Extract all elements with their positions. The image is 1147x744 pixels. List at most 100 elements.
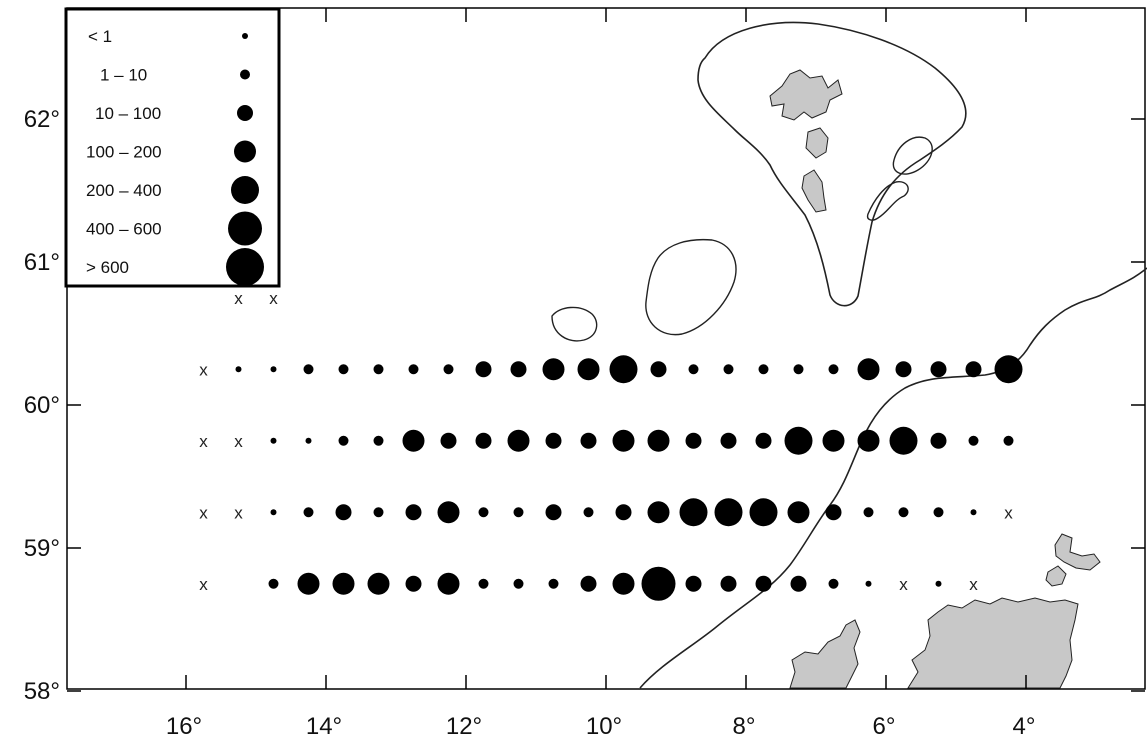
station-marker [865,580,872,587]
x-tick-label: 16° [166,713,202,740]
station-marker [857,358,880,381]
station-marker [437,572,460,595]
station-marker [790,575,807,592]
station-marker [510,361,527,378]
bank-contour-2 [551,306,598,342]
station-marker [793,364,804,375]
station-marker [723,364,734,375]
faroe-island-small-1 [805,127,829,159]
station-marker [440,432,457,449]
station-marker [863,507,874,518]
station-zero-mark: x [969,575,978,594]
station-marker [755,432,772,449]
station-marker [235,366,242,373]
station-zero-mark: x [234,432,243,451]
faroe-island-main [769,69,843,121]
station-marker [580,432,597,449]
station-marker [970,509,977,516]
y-tick-label: 60° [24,392,60,419]
station-marker [898,507,909,518]
legend-symbol [228,211,262,246]
y-tick-label: 61° [24,249,60,276]
legend-symbol [234,140,256,163]
faroe-shelf-contour [697,21,967,307]
station-marker [612,429,635,452]
station-marker [612,572,635,595]
station-zero-mark: x [199,360,208,379]
station-marker [857,429,880,452]
station-marker [688,364,699,375]
station-marker [679,498,708,527]
legend-label: 200 – 400 [86,181,162,200]
station-zero-mark: x [234,503,243,522]
station-marker [758,364,769,375]
station-marker [545,504,562,521]
station-marker [994,355,1023,384]
x-tick-label: 4° [1013,713,1036,740]
station-marker [580,575,597,592]
legend-label: 100 – 200 [86,143,162,162]
continental-slope-contour [639,267,1147,689]
station-marker [650,361,667,378]
legend-label: < 1 [88,27,112,46]
station-marker [478,578,489,589]
station-marker [367,572,390,595]
station-marker [784,426,813,455]
station-zero-mark: x [199,432,208,451]
station-zero-mark: x [199,575,208,594]
station-marker [714,498,743,527]
station-marker [828,364,839,375]
shelf-contour-inner-1 [892,136,933,175]
station-marker [749,498,778,527]
y-tick-label: 62° [24,106,60,133]
station-markers: x x x x x x x x x x x [199,289,1023,601]
station-marker [478,507,489,518]
station-marker [338,364,349,375]
station-marker [373,364,384,375]
legend-symbol [237,105,253,121]
station-marker [685,432,702,449]
x-tick-label: 8° [733,713,756,740]
x-tick-label: 10° [586,713,622,740]
station-marker [641,566,676,601]
axis-ticks: 16° 14° 12° 10° 8° 6° 4° 62° 61° 60° 59° 58° [24,8,1145,740]
station-marker [755,575,772,592]
station-marker [542,358,565,381]
station-marker [507,429,530,452]
y-tick-label: 58° [24,678,60,705]
station-marker [935,580,942,587]
station-marker [825,504,842,521]
station-marker [475,361,492,378]
station-marker [402,429,425,452]
legend-symbol [240,69,250,80]
legend-label: 400 – 600 [86,220,162,239]
station-marker [513,507,524,518]
station-zero-mark: x [269,289,278,308]
station-marker [405,575,422,592]
station-marker [933,507,944,518]
station-marker [268,578,279,589]
station-marker [822,429,845,452]
x-tick-label: 12° [446,713,482,740]
station-marker [647,501,670,524]
station-marker [303,507,314,518]
legend-symbol [226,248,264,286]
station-zero-mark: x [199,503,208,522]
station-marker [338,435,349,446]
station-marker [443,364,454,375]
station-marker [968,435,979,446]
station-marker [270,509,277,516]
legend-symbol [231,176,259,204]
station-zero-mark: x [1004,503,1013,522]
station-marker [270,366,277,373]
station-marker [545,432,562,449]
station-marker [720,432,737,449]
station-marker [332,572,355,595]
land-orkney-1 [1054,533,1101,571]
station-marker [577,358,600,381]
station-marker [1003,435,1014,446]
station-marker [965,361,982,378]
x-tick-label: 6° [873,713,896,740]
station-marker [647,429,670,452]
